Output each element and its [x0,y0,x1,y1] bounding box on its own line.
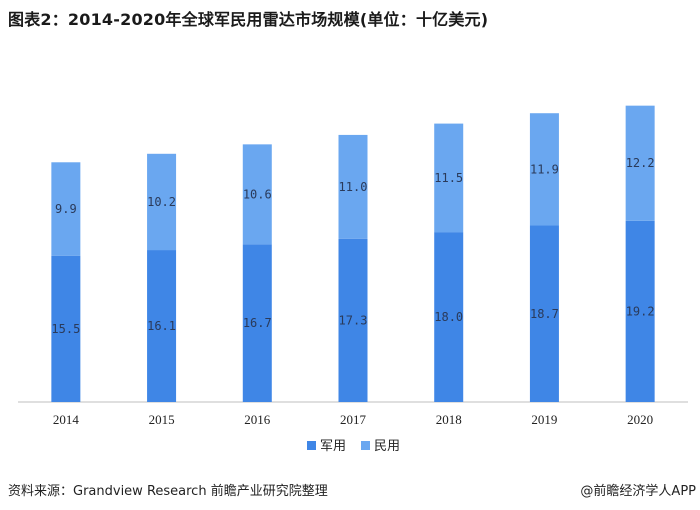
bar-military-2014 [51,255,81,402]
x-tick-label-2017: 2017 [340,412,367,427]
legend: 军用 民用 [307,439,400,454]
bar-civil-2019 [529,113,559,226]
x-tick-label-2018: 2018 [436,412,462,427]
legend-label-military: 军用 [320,439,346,454]
data-label-military-2017: 17.3 [339,313,368,327]
data-label-civil-2016: 10.6 [243,187,272,201]
bar-civil-2017 [338,134,368,239]
bar-military-2020 [625,220,655,402]
bars-group: 15.5 9.9 16.1 10.2 16.7 10.6 17.3 11.0 18.0 11.5 1… [51,105,655,402]
bar-military-2015 [147,250,177,402]
data-label-civil-2017: 11.0 [339,180,368,194]
chart-title: 图表2：2014-2020年全球军民用雷达市场规模(单位：十亿美元) [8,10,489,29]
x-tick-label-2019: 2019 [531,412,557,427]
bar-civil-2018 [434,123,464,233]
data-label-military-2015: 16.1 [147,319,176,333]
data-label-civil-2020: 12.2 [626,156,655,170]
bar-civil-2020 [625,105,655,221]
legend-swatch-civil [361,441,370,450]
x-tick-label-2015: 2015 [149,412,175,427]
data-label-military-2014: 15.5 [51,322,80,336]
bar-military-2018 [434,232,464,402]
stacked-bar-chart: 15.5 9.9 16.1 10.2 16.7 10.6 17.3 11.0 18.0 11.5 1… [18,105,688,454]
data-label-military-2019: 18.7 [530,307,559,321]
bar-civil-2016 [242,144,272,245]
bar-civil-2015 [147,153,177,251]
data-label-civil-2015: 10.2 [147,195,176,209]
x-tick-labels: 2014 2015 2016 2017 2018 2019 2020 [53,412,653,427]
x-tick-label-2016: 2016 [244,412,271,427]
brand-credit: @前瞻经济学人APP [580,484,696,499]
data-label-civil-2019: 11.9 [530,162,559,176]
bar-military-2017 [338,238,368,402]
data-label-military-2016: 16.7 [243,316,272,330]
bar-military-2019 [529,225,559,402]
legend-swatch-military [307,441,316,450]
source-note: 资料来源：Grandview Research 前瞻产业研究院整理 [8,484,328,499]
x-tick-label-2020: 2020 [627,412,653,427]
data-label-military-2018: 18.0 [434,310,463,324]
bar-military-2016 [242,244,272,402]
legend-label-civil: 民用 [374,439,400,454]
data-label-civil-2018: 11.5 [434,171,463,185]
bar-civil-2014 [51,162,81,256]
data-label-military-2020: 19.2 [626,304,655,318]
x-tick-label-2014: 2014 [53,412,80,427]
data-label-civil-2014: 9.9 [55,202,77,216]
